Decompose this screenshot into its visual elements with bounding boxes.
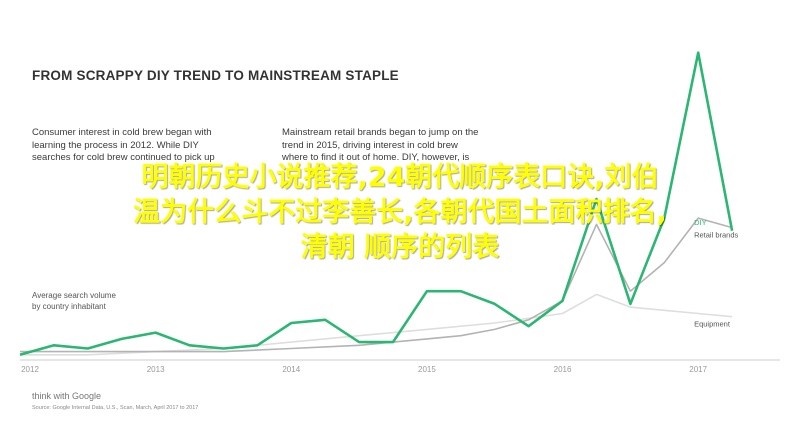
- series-label-equipment: Equipment: [694, 320, 731, 329]
- x-tick-label: 2016: [554, 365, 572, 374]
- series-line-diy: [19, 51, 734, 357]
- series-labels: DIY Retail brands Equipment: [694, 218, 738, 329]
- annotation-retail: Mainstream retail brands began to jump o…: [282, 127, 479, 163]
- x-tick-label: 2012: [21, 365, 39, 374]
- chart-title: FROM SCRAPPY DIY TREND TO MAINSTREAM STA…: [32, 68, 399, 83]
- series-label-diy: DIY: [694, 218, 707, 227]
- x-tick-label: 2017: [689, 365, 707, 374]
- x-axis-ticks: 2012 2013 2014 2015 2016 2017: [21, 365, 708, 374]
- series-line-retail-brands: [20, 217, 733, 353]
- series-label-retail-brands: Retail brands: [694, 231, 738, 240]
- x-tick-label: 2014: [282, 365, 300, 374]
- source-note: Source: Google Internal Data, U.S., Scan…: [32, 405, 199, 411]
- brand-label: think with Google: [32, 391, 102, 401]
- x-tick-label: 2013: [147, 365, 165, 374]
- series-lines: [19, 51, 734, 357]
- y-axis-caption: Average search volume by country inhabit…: [32, 291, 116, 311]
- annotation-diy: Consumer interest in cold brew began wit…: [32, 127, 215, 163]
- x-tick-label: 2015: [418, 365, 436, 374]
